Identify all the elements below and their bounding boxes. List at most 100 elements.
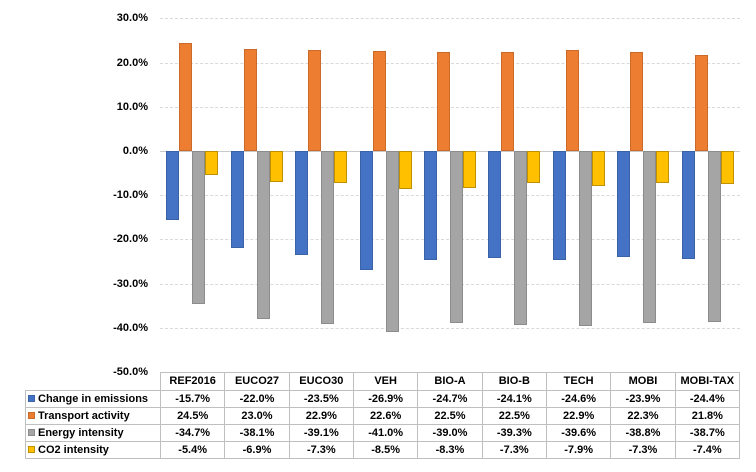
category-header-tech: TECH [545, 372, 612, 391]
table-header-row: REF2016 EUCO27 EUCO30 VEH BIO-A BIO-B TECH MOBI… [26, 372, 741, 391]
series-label-cell: CO2 intensity [25, 441, 161, 459]
value-cell: 23.0% [224, 407, 290, 425]
bar-transport-activity-bio-b [501, 51, 515, 151]
bar-transport-activity-euco30 [308, 49, 322, 151]
table-corner-cell [26, 373, 161, 391]
bar-energy-intensity-mobi [643, 151, 657, 323]
bar-transport-activity-euco27 [243, 49, 257, 151]
bar-change-in-emissions-mobi [617, 151, 631, 257]
bar-energy-intensity-euco27 [256, 151, 270, 320]
value-cell: -41.0% [352, 424, 419, 442]
category-header-veh: VEH [352, 372, 419, 391]
category-header-euco27: EUCO27 [224, 372, 290, 391]
series-name: Transport activity [38, 410, 130, 422]
category-header-mobi: MOBI [610, 372, 676, 391]
bar-co2-intensity-tech [591, 151, 605, 186]
value-cell: -7.3% [481, 441, 547, 459]
value-cell: -39.1% [288, 424, 354, 442]
bar-co2-intensity-euco30 [334, 151, 348, 184]
y-axis-tick-label: 30.0% [116, 12, 148, 25]
bar-energy-intensity-tech [578, 151, 592, 326]
bar-change-in-emissions-bio-a [424, 151, 437, 261]
bar-transport-activity-tech [565, 49, 579, 151]
value-cell: 22.5% [481, 407, 547, 425]
bar-co2-intensity-veh [398, 151, 412, 189]
bar-change-in-emissions-ref2016 [166, 151, 180, 221]
value-cell: -7.9% [545, 441, 612, 459]
bar-energy-intensity-bio-a [450, 151, 463, 324]
series-name: CO2 intensity [38, 444, 109, 456]
bar-co2-intensity-mobi-tax [720, 151, 734, 184]
value-cell: 24.5% [159, 407, 226, 425]
table-row: Energy intensity -34.7% -38.1% -39.1% -41.0%… [25, 424, 741, 442]
gridline [160, 62, 740, 64]
category-header-euco30: EUCO30 [288, 372, 354, 391]
series-label-cell: Transport activity [25, 407, 161, 425]
legend-key-icon [28, 395, 35, 402]
bar-energy-intensity-mobi-tax [707, 151, 721, 323]
value-cell: -24.4% [674, 390, 741, 408]
value-cell: 22.3% [610, 407, 676, 425]
bar-transport-activity-mobi [630, 52, 644, 151]
table-row: Change in emissions -15.7% -22.0% -23.5% -26… [25, 390, 741, 408]
value-cell: -15.7% [159, 390, 226, 408]
value-cell: -39.6% [545, 424, 612, 442]
value-cell: -7.3% [610, 441, 676, 459]
value-cell: -8.5% [352, 441, 419, 459]
series-label-cell: Change in emissions [25, 390, 161, 408]
value-cell: -39.3% [481, 424, 547, 442]
value-cell: -38.1% [224, 424, 290, 442]
value-cell: 22.9% [288, 407, 354, 425]
legend-key-icon [28, 412, 35, 419]
bar-co2-intensity-ref2016 [205, 151, 219, 175]
value-cell: -38.7% [674, 424, 741, 442]
value-cell: -5.4% [159, 441, 226, 459]
bar-change-in-emissions-veh [359, 151, 373, 270]
series-name: Change in emissions [38, 393, 149, 405]
category-header-bio-a: BIO-A [417, 372, 483, 391]
bar-co2-intensity-bio-a [463, 151, 476, 188]
bar-co2-intensity-mobi [656, 151, 670, 184]
y-axis-tick-label: -50.0% [113, 366, 148, 378]
value-cell: -23.9% [610, 390, 676, 408]
bar-co2-intensity-euco27 [269, 151, 283, 182]
bar-transport-activity-veh [372, 51, 386, 151]
value-cell: -22.0% [224, 390, 290, 408]
y-axis-tick-label: 0.0% [122, 145, 148, 157]
y-axis-tick-label: -40.0% [113, 321, 148, 334]
value-cell: -8.3% [417, 441, 483, 459]
value-cell: -24.1% [481, 390, 547, 408]
value-cell: -24.6% [545, 390, 612, 408]
legend-key-icon [28, 429, 35, 436]
legend-key-icon [28, 446, 35, 453]
bar-co2-intensity-bio-b [527, 151, 541, 184]
bar-energy-intensity-euco30 [321, 151, 335, 324]
value-cell: -34.7% [159, 424, 226, 442]
bar-change-in-emissions-euco30 [295, 151, 309, 255]
gridline [160, 18, 740, 20]
category-header-ref2016: REF2016 [159, 372, 226, 391]
category-header-mobi-tax: MOBI-TAX [674, 372, 741, 391]
value-cell: -23.5% [288, 390, 354, 408]
series-name: Energy intensity [38, 427, 124, 439]
value-cell: -26.9% [352, 390, 419, 408]
gridline [160, 327, 740, 329]
series-label-cell: Energy intensity [25, 424, 161, 442]
bar-change-in-emissions-mobi-tax [681, 151, 695, 259]
bar-transport-activity-bio-a [437, 51, 450, 151]
value-cell: 21.8% [674, 407, 741, 425]
y-axis-tick-label: -30.0% [113, 277, 148, 290]
table-row: CO2 intensity -5.4% -6.9% -7.3% -8.5% -8.3% -7… [25, 441, 741, 459]
category-header-bio-b: BIO-B [481, 372, 547, 391]
value-cell: -7.4% [674, 441, 741, 459]
bar-energy-intensity-ref2016 [192, 151, 206, 305]
bar-change-in-emissions-euco27 [230, 151, 244, 249]
bar-energy-intensity-bio-b [514, 151, 528, 325]
value-cell: -24.7% [417, 390, 483, 408]
y-axis-tick-label: 10.0% [116, 100, 148, 113]
value-cell: -7.3% [288, 441, 354, 459]
value-cell: 22.6% [352, 407, 419, 425]
value-cell: 22.5% [417, 407, 483, 425]
data-table-legend: REF2016 EUCO27 EUCO30 VEH BIO-A BIO-B TECH MOBI… [25, 372, 741, 459]
